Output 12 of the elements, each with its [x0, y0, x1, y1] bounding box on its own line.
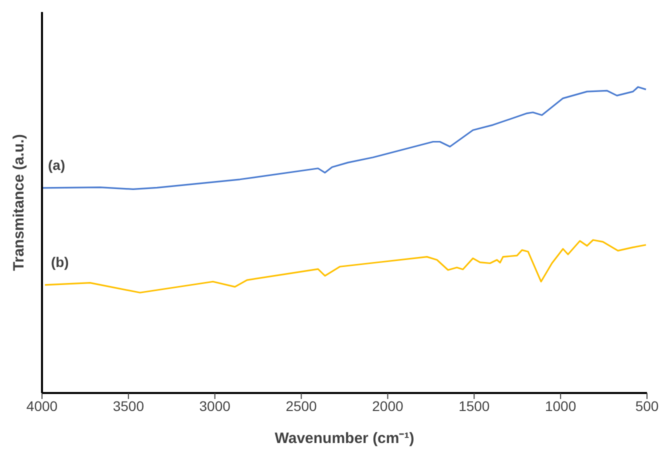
x-tick-label: 3500 [112, 398, 144, 414]
series-label: (b) [50, 254, 69, 270]
x-tick-label: 4000 [26, 398, 58, 414]
x-tick-label: 2000 [372, 398, 404, 414]
x-tick-label: 500 [635, 398, 659, 414]
x-tick-label: 1500 [458, 398, 490, 414]
x-tick-label: 2500 [286, 398, 318, 414]
x-tick-label: 3000 [199, 398, 231, 414]
x-tick-label: 1000 [544, 398, 576, 414]
x-axis-title: Wavenumber (cm⁻¹) [274, 430, 414, 447]
series-label: (a) [48, 156, 66, 173]
y-axis-title: Transmitance (a.u.) [10, 134, 28, 271]
